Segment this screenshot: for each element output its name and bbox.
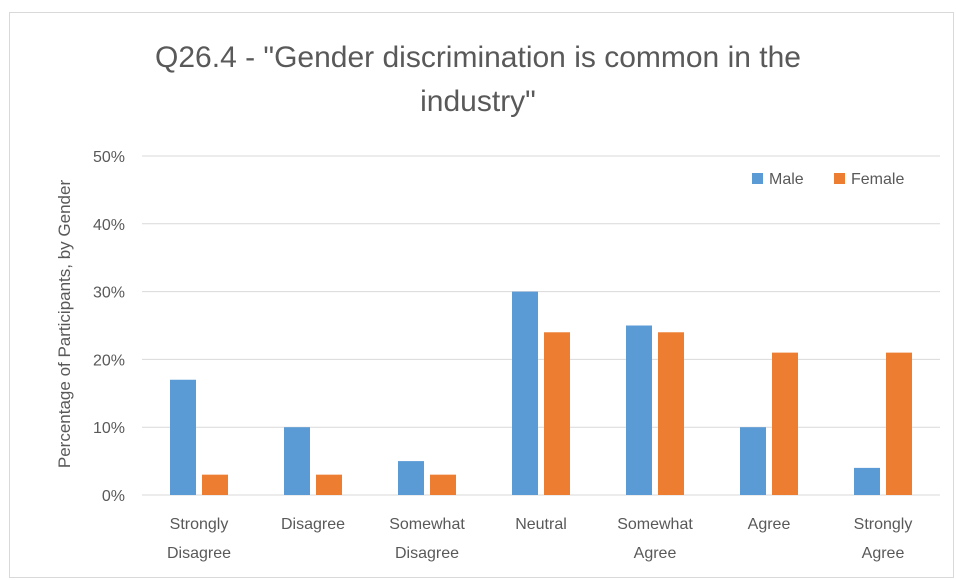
y-tick-label: 50% (93, 149, 125, 166)
bar-female (202, 474, 228, 495)
bar-female (772, 352, 798, 495)
y-tick-label: 40% (93, 217, 125, 234)
x-category-label: Neutral (515, 516, 567, 533)
x-category-label: Somewhat (389, 516, 465, 533)
x-category-label: Disagree (395, 545, 459, 562)
bar-male (854, 467, 880, 495)
bar-female (658, 332, 684, 495)
bar-male (512, 291, 538, 495)
bar-female (316, 474, 342, 495)
y-tick-label: 10% (93, 420, 125, 437)
x-category-label: Somewhat (617, 516, 693, 533)
bar-male (398, 461, 424, 495)
y-tick-label: 20% (93, 352, 125, 369)
chart-title-line-1: Q26.4 - "Gender discrimination is common… (155, 41, 801, 74)
x-category-label: Agree (748, 516, 791, 533)
legend-label-female: Female (851, 171, 904, 188)
legend-swatch-female (834, 173, 845, 184)
bar-male (170, 379, 196, 495)
bar-male (740, 427, 766, 495)
bar-female (430, 474, 456, 495)
chart-title-line-2: industry" (420, 85, 536, 118)
x-axis-categories: Strongly Disagree Disagree Somewhat Disagree… (167, 516, 912, 562)
bar-male (626, 325, 652, 495)
gridlines (142, 155, 940, 496)
x-category-label: Agree (634, 545, 677, 562)
bars (170, 291, 912, 495)
legend: Male Female (752, 171, 904, 188)
x-category-label: Disagree (167, 545, 231, 562)
y-axis-ticks: 0% 10% 20% 30% 40% 50% (93, 149, 125, 505)
x-category-label: Agree (862, 545, 905, 562)
legend-label-male: Male (769, 171, 804, 188)
x-category-label: Strongly (170, 516, 229, 533)
y-axis-label: Percentage of Participants, by Gender (55, 180, 74, 469)
x-category-label: Strongly (854, 516, 913, 533)
bar-female (886, 352, 912, 495)
bar-female (544, 332, 570, 495)
y-tick-label: 30% (93, 285, 125, 302)
bar-male (284, 427, 310, 495)
x-category-label: Disagree (281, 516, 345, 533)
y-tick-label: 0% (102, 488, 125, 505)
legend-swatch-male (752, 173, 763, 184)
